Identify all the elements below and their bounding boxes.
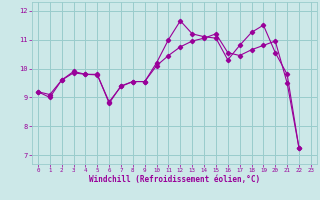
X-axis label: Windchill (Refroidissement éolien,°C): Windchill (Refroidissement éolien,°C) [89,175,260,184]
